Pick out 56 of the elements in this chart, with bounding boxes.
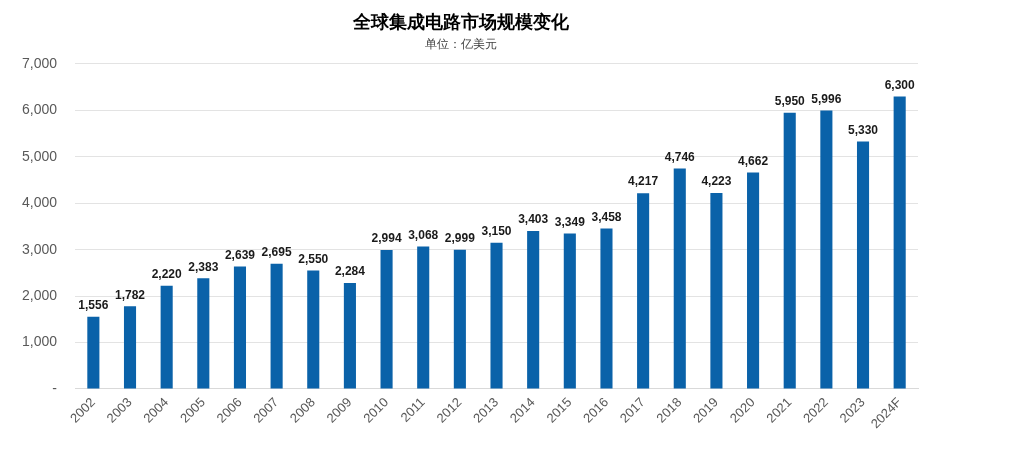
data-label: 3,068 xyxy=(408,227,439,242)
data-label: 6,300 xyxy=(884,77,916,92)
bar xyxy=(600,228,613,389)
bar xyxy=(893,96,906,389)
bar xyxy=(307,270,320,389)
data-label: 5,330 xyxy=(848,122,879,137)
chart-title: 全球集成电路市场规模变化 xyxy=(352,11,570,32)
data-label: 4,217 xyxy=(628,174,659,189)
bar xyxy=(710,192,723,389)
bar xyxy=(233,266,247,389)
y-tick-label: 1,000 xyxy=(21,333,58,350)
y-tick-label: - xyxy=(52,379,58,396)
y-tick-label: 6,000 xyxy=(21,101,58,118)
data-label: 3,349 xyxy=(554,214,586,229)
data-label: 2,994 xyxy=(371,231,402,246)
y-tick-label: 2,000 xyxy=(21,286,58,303)
data-label: 5,950 xyxy=(774,94,806,109)
bar xyxy=(453,249,466,389)
bar xyxy=(197,278,210,389)
bar xyxy=(343,282,356,389)
data-label: 2,383 xyxy=(188,259,219,274)
bar xyxy=(417,246,430,389)
bar xyxy=(783,112,796,389)
data-label: 2,999 xyxy=(444,231,476,246)
bar xyxy=(637,193,650,389)
data-label: 2,550 xyxy=(298,251,329,266)
data-label: 1,556 xyxy=(78,298,109,312)
bar xyxy=(856,141,870,389)
bar xyxy=(747,172,760,389)
data-label: 4,746 xyxy=(664,149,696,164)
data-label: 2,639 xyxy=(224,247,256,262)
data-label: 2,220 xyxy=(151,267,182,282)
y-tick-label: 4,000 xyxy=(21,194,58,211)
bar xyxy=(380,249,393,389)
data-label: 4,223 xyxy=(701,174,732,189)
data-label: 2,284 xyxy=(334,264,366,279)
bar xyxy=(270,263,283,389)
y-tick-label: 3,000 xyxy=(21,240,58,257)
y-tick-label: 7,000 xyxy=(21,54,58,71)
bar xyxy=(673,168,686,389)
data-label: 3,403 xyxy=(518,212,549,227)
data-label: 4,662 xyxy=(738,153,769,168)
bar xyxy=(563,233,576,389)
bar xyxy=(820,110,833,389)
data-label: 3,150 xyxy=(481,224,512,239)
bar xyxy=(490,242,503,389)
data-label: 3,458 xyxy=(591,209,622,224)
bar xyxy=(123,306,137,389)
y-tick-label: 5,000 xyxy=(21,147,58,164)
data-label: 2,695 xyxy=(261,245,292,260)
bar xyxy=(160,285,173,389)
data-label: 1,782 xyxy=(114,287,146,302)
bar xyxy=(87,316,100,389)
chart-subtitle: 单位：亿美元 xyxy=(425,37,497,52)
data-label: 5,996 xyxy=(811,91,842,106)
bar xyxy=(527,230,540,389)
